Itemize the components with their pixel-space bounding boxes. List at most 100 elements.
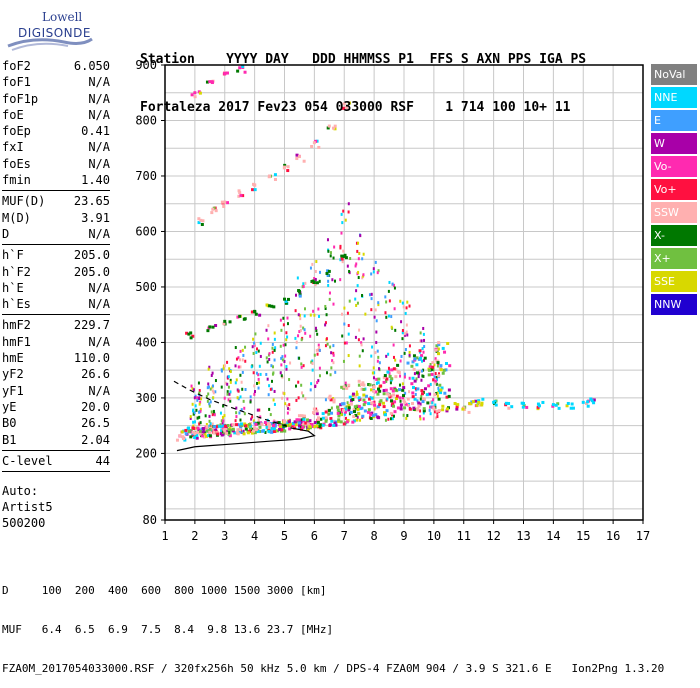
echo-point [357,270,360,274]
echo-point [429,382,432,386]
echo-point [209,387,212,391]
param-row: yF1 N/A [2,383,110,399]
echo-point [348,299,351,303]
echo-point [387,417,390,421]
trace-point [210,80,214,84]
echo-point [236,396,239,400]
echo-point [433,375,436,379]
param-name: C-level [2,453,53,468]
trace-point [273,173,277,177]
echo-point [403,375,406,379]
echo-point [345,405,348,409]
echo-point [336,408,340,412]
echo-point [392,355,395,359]
trace-point [236,69,240,73]
echo-point [356,284,359,288]
echo-point [209,400,212,404]
param-name: fxI [2,140,24,155]
echo-point [267,393,270,397]
echo-point [208,419,211,423]
trace-point [286,169,290,173]
echo-point [252,371,255,375]
echo-point [293,420,297,424]
echo-point [194,394,197,398]
trace-point [199,218,203,222]
trace-point [481,397,485,401]
echo-point [296,276,299,280]
echo-point [437,386,440,390]
echo-point [238,411,241,415]
echo-point [306,422,310,426]
echo-point [309,334,312,338]
echo-point [252,337,255,341]
echo-point [373,407,376,411]
echo-point [399,359,402,363]
echo-point [354,413,358,417]
echo-point [233,431,237,435]
echo-point [200,434,204,438]
echo-point [408,407,412,411]
trace-point [299,414,303,418]
echo-point [416,387,420,391]
legend-item-nnw: NNW [651,294,697,315]
echo-point [304,331,307,335]
echo-point [419,331,422,335]
echo-point [226,390,229,394]
echo-point [333,419,336,423]
x-tick-label: 7 [341,529,348,543]
echo-point [354,297,357,301]
echo-point [304,421,308,425]
echo-point [364,394,368,398]
echo-point [369,412,373,416]
echo-point [196,426,200,430]
echo-point [339,244,342,248]
echo-point [352,419,356,423]
echo-point [421,374,424,378]
trace-point [210,211,214,215]
trace-point [198,91,202,95]
echo-point [324,323,327,327]
echo-point [428,365,432,369]
echo-point [278,427,282,431]
trace-point [537,404,541,408]
echo-point [255,381,258,385]
echo-point [319,417,323,421]
echo-point [321,416,325,420]
echo-point [200,397,203,401]
trace-point [214,324,218,328]
echo-point [332,361,335,365]
echo-point [435,359,438,363]
echo-point [310,360,313,364]
echo-point [317,379,320,383]
trace-point [385,392,389,396]
y-tick-label: 200 [135,446,157,460]
echo-point [313,277,316,281]
echo-point [303,314,306,318]
echo-point [304,424,308,428]
echo-point [229,380,232,384]
echo-point [331,278,334,282]
echo-point [273,389,276,393]
echo-point [212,396,215,400]
echo-point [295,398,298,402]
echo-point [358,364,361,368]
trace-point [241,64,245,68]
param-row: h`F2 205.0 [2,264,110,280]
trace-point [195,431,199,435]
param-value: N/A [88,156,110,171]
echo-point [239,422,243,426]
footer-distance-row: D 100 200 400 600 800 1000 1500 3000 [km… [2,584,327,597]
echo-point [288,378,291,382]
echo-point [300,362,303,366]
echo-point [390,399,394,403]
trace-point [267,426,271,430]
echo-point [286,411,289,415]
echo-point [442,368,446,372]
echo-point [413,357,417,361]
echo-point [402,386,406,390]
echo-point [336,405,340,409]
trace-point [250,310,254,314]
echo-point [429,363,432,367]
echo-point [412,406,416,410]
param-row: fxI N/A [2,139,110,155]
